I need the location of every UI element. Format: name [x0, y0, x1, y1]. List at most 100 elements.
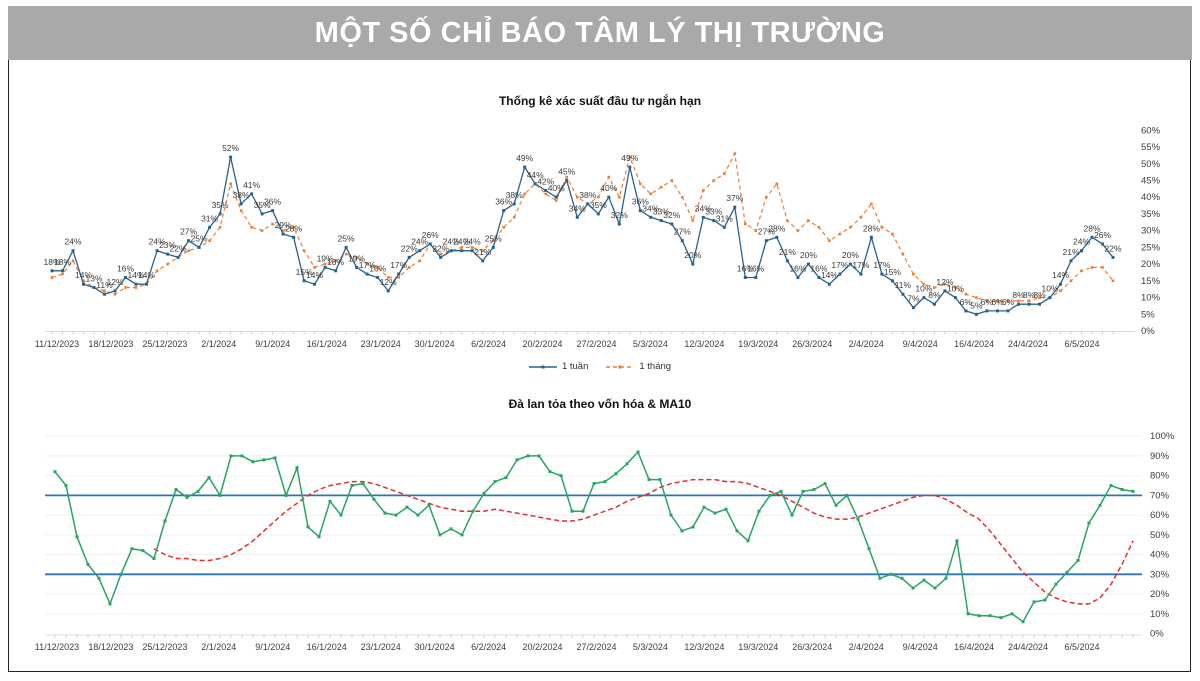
- svg-text:16/4/2024: 16/4/2024: [954, 642, 994, 652]
- svg-text:16%: 16%: [369, 264, 386, 274]
- svg-text:24/4/2024: 24/4/2024: [1008, 642, 1048, 652]
- svg-text:6%: 6%: [960, 297, 973, 307]
- svg-text:24%: 24%: [64, 237, 81, 247]
- svg-text:32%: 32%: [611, 210, 628, 220]
- blue-line-swatch-icon: [528, 365, 557, 368]
- svg-text:20/2/2024: 20/2/2024: [522, 642, 562, 652]
- svg-text:26%: 26%: [1094, 230, 1111, 240]
- svg-text:11%: 11%: [96, 280, 113, 290]
- svg-text:55%: 55%: [1141, 142, 1161, 153]
- svg-text:38%: 38%: [506, 190, 523, 200]
- svg-text:13%: 13%: [85, 274, 102, 284]
- svg-text:20%: 20%: [684, 250, 701, 260]
- svg-text:19%: 19%: [317, 253, 334, 263]
- svg-text:16/4/2024: 16/4/2024: [954, 339, 994, 349]
- svg-text:5%: 5%: [1141, 309, 1155, 320]
- svg-text:34%: 34%: [695, 203, 712, 213]
- svg-text:14%: 14%: [1052, 270, 1069, 280]
- top-chart: 11/12/2023 18/12/2023 25/12/2023 2/1/2024 9/…: [35, 125, 1161, 349]
- svg-text:60%: 60%: [1150, 510, 1170, 521]
- svg-text:20%: 20%: [842, 250, 859, 260]
- top-chart-x-axis: 11/12/2023 18/12/2023 25/12/2023 2/1/2024 9/…: [35, 331, 1135, 349]
- svg-text:9/1/2024: 9/1/2024: [255, 642, 290, 652]
- svg-text:45%: 45%: [558, 167, 575, 177]
- svg-text:42%: 42%: [537, 177, 554, 187]
- svg-text:38%: 38%: [233, 190, 250, 200]
- svg-text:2/1/2024: 2/1/2024: [201, 642, 236, 652]
- svg-text:6/2/2024: 6/2/2024: [471, 642, 506, 652]
- svg-text:27%: 27%: [758, 227, 775, 237]
- svg-text:0%: 0%: [1150, 629, 1164, 640]
- svg-text:14%: 14%: [821, 270, 838, 280]
- svg-text:12%: 12%: [380, 277, 397, 287]
- svg-text:36%: 36%: [264, 197, 281, 207]
- svg-text:27%: 27%: [180, 227, 197, 237]
- top-chart-data-labels: 18%18%24%14%13%11%12%16%14%14%24%23%22%2…: [43, 143, 1121, 310]
- svg-text:30%: 30%: [1141, 226, 1161, 237]
- svg-text:6/5/2024: 6/5/2024: [1064, 339, 1099, 349]
- reference-lines: [45, 494, 1142, 576]
- svg-text:28%: 28%: [863, 223, 880, 233]
- svg-text:49%: 49%: [516, 153, 533, 163]
- svg-text:41%: 41%: [243, 180, 260, 190]
- svg-text:2/1/2024: 2/1/2024: [201, 339, 236, 349]
- top-chart-title: Thống kê xác suất đầu tư ngắn hạn: [498, 94, 702, 108]
- svg-text:40%: 40%: [1141, 192, 1161, 203]
- svg-text:10%: 10%: [947, 284, 964, 294]
- svg-text:12%: 12%: [936, 277, 953, 287]
- svg-text:5%: 5%: [970, 300, 983, 310]
- svg-text:16%: 16%: [810, 264, 827, 274]
- svg-text:29%: 29%: [275, 220, 292, 230]
- svg-text:11%: 11%: [895, 280, 912, 290]
- svg-text:37%: 37%: [726, 193, 743, 203]
- svg-text:6%: 6%: [981, 297, 994, 307]
- svg-text:31%: 31%: [716, 213, 733, 223]
- svg-text:17%: 17%: [390, 260, 407, 270]
- svg-text:50%: 50%: [1150, 530, 1170, 541]
- svg-text:30/1/2024: 30/1/2024: [415, 642, 455, 652]
- svg-text:35%: 35%: [1141, 209, 1161, 220]
- svg-text:0%: 0%: [1141, 326, 1155, 337]
- legend-item-1-tuan: 1 tuần: [528, 361, 589, 372]
- svg-text:90%: 90%: [1150, 451, 1170, 462]
- svg-text:24%: 24%: [411, 237, 428, 247]
- svg-text:16/1/2024: 16/1/2024: [307, 642, 347, 652]
- svg-text:28%: 28%: [768, 223, 785, 233]
- series-da-lan-toa: [53, 450, 1135, 624]
- svg-text:14%: 14%: [138, 270, 155, 280]
- series-ma10: [153, 478, 1134, 605]
- svg-text:21%: 21%: [779, 247, 796, 257]
- svg-text:25%: 25%: [191, 233, 208, 243]
- svg-text:11/12/2023: 11/12/2023: [35, 339, 79, 349]
- svg-text:28%: 28%: [1083, 223, 1100, 233]
- svg-text:35%: 35%: [212, 200, 229, 210]
- svg-text:24%: 24%: [149, 237, 166, 247]
- svg-text:6%: 6%: [991, 297, 1004, 307]
- svg-text:17%: 17%: [852, 260, 869, 270]
- svg-text:2/4/2024: 2/4/2024: [849, 642, 884, 652]
- svg-text:17%: 17%: [359, 260, 376, 270]
- svg-text:16%: 16%: [117, 264, 134, 274]
- svg-text:11/12/2023: 11/12/2023: [35, 642, 79, 652]
- svg-text:2/4/2024: 2/4/2024: [849, 339, 884, 349]
- svg-text:24%: 24%: [453, 237, 470, 247]
- svg-text:20%: 20%: [800, 250, 817, 260]
- bottom-chart: 11/12/2023 18/12/2023 25/12/2023 2/1/2024 9/…: [35, 431, 1175, 652]
- svg-text:100%: 100%: [1150, 431, 1175, 442]
- svg-text:5/3/2024: 5/3/2024: [633, 642, 668, 652]
- svg-text:40%: 40%: [548, 183, 565, 193]
- svg-text:20%: 20%: [1141, 259, 1161, 270]
- svg-text:6/2/2024: 6/2/2024: [471, 339, 506, 349]
- svg-text:8%: 8%: [1033, 290, 1046, 300]
- legend-item-1-thang: 1 tháng: [606, 361, 671, 372]
- svg-text:27/2/2024: 27/2/2024: [576, 642, 616, 652]
- svg-text:52%: 52%: [222, 143, 239, 153]
- legend-label-1-tuan: 1 tuần: [561, 361, 589, 372]
- svg-text:32%: 32%: [663, 210, 680, 220]
- svg-text:15%: 15%: [296, 267, 313, 277]
- svg-text:10%: 10%: [1041, 284, 1058, 294]
- svg-text:8%: 8%: [928, 290, 941, 300]
- svg-text:20%: 20%: [1150, 589, 1170, 600]
- svg-text:28%: 28%: [285, 223, 302, 233]
- legend-label-1-thang: 1 tháng: [639, 361, 672, 372]
